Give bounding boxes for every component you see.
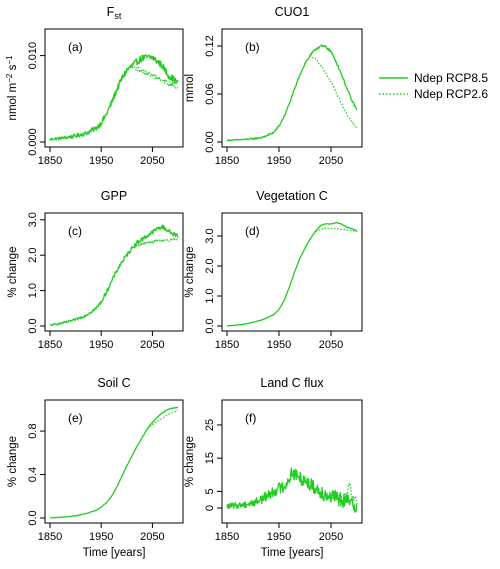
plot-frame <box>44 212 184 332</box>
x-tick-label: 1950 <box>267 531 291 543</box>
legend-label-rcp85: Ndep RCP8.5 <box>414 71 488 85</box>
y-tick-label: 1.0 <box>27 283 39 298</box>
x-tick-label: 1950 <box>267 339 291 351</box>
x-tick-label: 1850 <box>215 531 239 543</box>
x-tick-label: 2050 <box>319 155 343 167</box>
panel-title-main: Vegetation C <box>256 189 328 203</box>
y-tick-label: 0.4 <box>27 467 39 482</box>
series-line-rcp26 <box>131 63 179 89</box>
chart-panel-e: Soil C (e) 1850 1950 2050 0.0 0.4 0.8 % change Ti… <box>7 376 184 559</box>
series-line-rcp85 <box>49 406 179 519</box>
y-tick-label: 0.12 <box>204 35 216 56</box>
x-axis-label: Time [years] <box>83 547 146 559</box>
y-tick-label: 0 <box>204 505 216 511</box>
panel-letter: (f) <box>245 411 256 425</box>
series-line-rcp85 <box>226 44 358 142</box>
panel-letter: (b) <box>245 40 260 54</box>
plot-frame <box>221 399 363 524</box>
y-tick-label: 0.8 <box>27 423 39 438</box>
chart-panel-c: GPP (c) 1850 1950 2050 0.0 1.0 2.0 3.0 % change <box>7 189 184 351</box>
plot-frame <box>221 28 363 148</box>
y-axis-label: % change <box>7 436 19 487</box>
panel-title: GPP <box>101 189 127 203</box>
chart-panel-d: Vegetation C (d) 1850 1950 2050 0.0 1.0 2.0 3.0%… <box>184 189 363 351</box>
y-axis-label: nmol m−2 s−1 <box>5 55 19 120</box>
chart-panel-f: Land C flux (f) 1850 1950 2050 0 5 15 25 % change… <box>184 376 363 559</box>
y-tick-label: 0.0 <box>204 318 216 333</box>
series-line-rcp26 <box>340 482 358 505</box>
y-tick-label: 2.0 <box>27 248 39 263</box>
y-axis-label: % change <box>184 246 196 297</box>
x-tick-label: 1850 <box>38 339 62 351</box>
x-tick-label: 1950 <box>89 339 113 351</box>
panel-title-subscript: st <box>114 11 122 21</box>
series-line-rcp85 <box>49 54 179 141</box>
x-tick-label: 2050 <box>319 339 343 351</box>
y-tick-label: 1.0 <box>204 288 216 303</box>
panel-title-main: Land C flux <box>260 376 324 390</box>
y-tick-label: 0.00 <box>204 131 216 152</box>
panel-title: Vegetation C <box>256 189 328 203</box>
plot-frame <box>44 28 184 148</box>
chart-panel-a: Fst (a) 1850 1950 2050 0.000 0.010 nmol m−2 s−1 <box>5 5 184 167</box>
panel-title-main: Soil C <box>97 376 130 390</box>
panel-title-main: CUO1 <box>275 5 310 19</box>
panel-title: Soil C <box>97 376 130 390</box>
legend-label-rcp26: Ndep RCP2.6 <box>414 87 488 101</box>
series-line-rcp26 <box>131 237 179 249</box>
x-tick-label: 1850 <box>215 339 239 351</box>
x-tick-label: 2050 <box>140 339 164 351</box>
y-axis-label: % change <box>184 436 196 487</box>
x-tick-label: 2050 <box>140 531 164 543</box>
panel-letter: (c) <box>68 224 82 238</box>
series-line-rcp85 <box>49 224 179 327</box>
panel-title: Fst <box>107 5 122 21</box>
panel-letter: (e) <box>68 411 83 425</box>
y-tick-label: 0.000 <box>27 128 39 156</box>
y-tick-label: 5 <box>204 488 216 494</box>
series-line-rcp26 <box>315 227 358 233</box>
y-axis-label: mmol <box>184 74 196 102</box>
series-line-rcp85 <box>226 221 358 327</box>
x-tick-label: 1850 <box>38 155 62 167</box>
x-tick-label: 1850 <box>38 531 62 543</box>
panel-title: CUO1 <box>275 5 310 19</box>
x-tick-label: 2050 <box>319 531 343 543</box>
series-line-rcp26 <box>147 409 179 430</box>
x-tick-label: 1950 <box>89 155 113 167</box>
y-tick-label: 15 <box>204 452 216 464</box>
series-line-rcp26 <box>309 54 358 129</box>
y-tick-label: 3.0 <box>204 228 216 243</box>
panel-title: Land C flux <box>260 376 324 390</box>
y-tick-label: 0.0 <box>27 318 39 333</box>
x-tick-label: 1950 <box>89 531 113 543</box>
y-tick-label: 0.0 <box>27 510 39 525</box>
y-tick-label: 25 <box>204 419 216 431</box>
panel-letter: (a) <box>68 40 83 54</box>
legend: Ndep RCP8.5 Ndep RCP2.6 <box>379 71 488 101</box>
chart-panel-b: CUO1 (b) 1850 1950 2050 0.00 0.06 0.12 mmol <box>184 5 363 167</box>
y-tick-label: 0.010 <box>27 42 39 70</box>
y-tick-label: 2.0 <box>204 258 216 273</box>
x-tick-label: 1950 <box>267 155 291 167</box>
panel-title-main: GPP <box>101 189 127 203</box>
x-axis-label: Time [years] <box>261 547 324 559</box>
x-tick-label: 1850 <box>215 155 239 167</box>
series-line-rcp85 <box>226 467 358 513</box>
y-tick-label: 3.0 <box>27 212 39 227</box>
y-tick-label: 0.06 <box>204 83 216 104</box>
y-axis-label: % change <box>7 246 19 297</box>
plot-frame <box>44 399 184 524</box>
x-tick-label: 2050 <box>140 155 164 167</box>
plot-frame <box>221 212 363 332</box>
panel-title-main: F <box>107 5 115 19</box>
panel-letter: (d) <box>245 224 260 238</box>
